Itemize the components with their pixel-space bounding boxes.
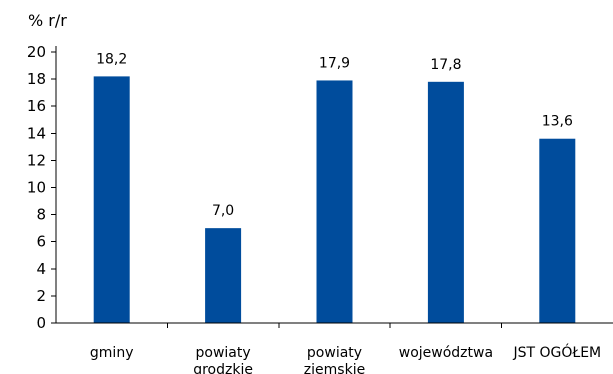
bar-value-label: 17,9 (319, 55, 350, 71)
y-tick-label: 14 (27, 124, 46, 142)
bar (316, 80, 353, 323)
y-tick-label: 2 (36, 287, 46, 305)
bar-value-label: 18,2 (96, 51, 127, 67)
y-axis-unit-label: % r/r (28, 11, 67, 30)
y-tick-label: 10 (27, 179, 46, 197)
y-tick-label: 0 (36, 314, 46, 332)
x-category-label: grodzkie (193, 362, 253, 374)
bar (539, 138, 576, 323)
y-tick-label: 16 (27, 97, 46, 115)
x-axis: gminy powiatygrodzkiepowiatyziemskiewojew… (56, 322, 613, 374)
bar (427, 81, 464, 323)
y-tick-label: 20 (27, 43, 46, 61)
data-labels-group: 18,2 7,0 17,9 17,8 13,6 (96, 51, 573, 219)
bar-value-label: 17,8 (430, 57, 461, 73)
x-category-label: województwa (399, 345, 493, 361)
y-axis: 0 2 4 6 8 10 12 14 16 18 20 (27, 43, 57, 332)
bar (205, 228, 242, 323)
y-tick-label: 8 (36, 206, 46, 224)
x-category-label: gminy (90, 345, 134, 361)
bars-group (93, 76, 576, 323)
y-tick-label: 6 (36, 233, 46, 251)
x-category-label: powiaty (307, 345, 362, 361)
x-category-label: powiaty (196, 345, 251, 361)
y-tick-label: 12 (27, 151, 46, 169)
y-tick-label: 18 (27, 70, 46, 88)
x-category-label: JST OGÓŁEM (512, 343, 601, 361)
bar-value-label: 7,0 (212, 203, 234, 219)
x-category-label: ziemskie (304, 362, 365, 374)
bar-value-label: 13,6 (542, 114, 573, 130)
bar (93, 76, 130, 323)
y-tick-label: 4 (36, 260, 46, 278)
